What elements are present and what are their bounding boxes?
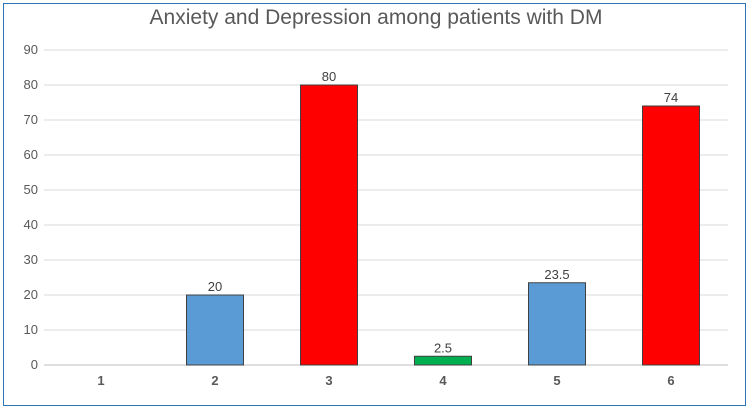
y-tick-label: 0 (31, 357, 38, 372)
chart-frame (3, 3, 746, 406)
y-tick-label: 50 (24, 182, 38, 197)
chart-title: Anxiety and Depression among patients wi… (149, 6, 603, 29)
data-label: 23.5 (544, 267, 569, 282)
y-tick-label: 20 (24, 287, 38, 302)
bar (528, 282, 586, 366)
y-tick-label: 10 (24, 322, 38, 337)
bars (186, 84, 700, 366)
gridlines (44, 49, 728, 366)
bar (642, 105, 700, 366)
x-axis: 1 2 3 4 5 6 (97, 373, 674, 388)
y-axis: 0 10 20 30 40 50 60 70 80 90 (24, 42, 38, 372)
y-tick-label: 30 (24, 252, 38, 267)
data-label: 74 (664, 90, 678, 105)
x-tick-label: 3 (325, 373, 332, 388)
y-tick-label: 90 (24, 42, 38, 57)
x-tick-label: 4 (439, 373, 447, 388)
bar (414, 355, 472, 366)
x-tick-label: 1 (97, 373, 104, 388)
data-label: 2.5 (434, 340, 452, 355)
x-tick-label: 2 (211, 373, 218, 388)
data-label: 20 (208, 279, 222, 294)
data-label: 80 (322, 69, 336, 84)
bar (300, 84, 358, 366)
y-tick-label: 40 (24, 217, 38, 232)
data-labels: 20 80 2.5 23.5 74 (208, 69, 678, 355)
bar (186, 294, 244, 366)
x-tick-label: 5 (553, 373, 560, 388)
y-tick-label: 70 (24, 112, 38, 127)
x-tick-label: 6 (667, 373, 674, 388)
y-tick-label: 60 (24, 147, 38, 162)
y-tick-label: 80 (24, 77, 38, 92)
